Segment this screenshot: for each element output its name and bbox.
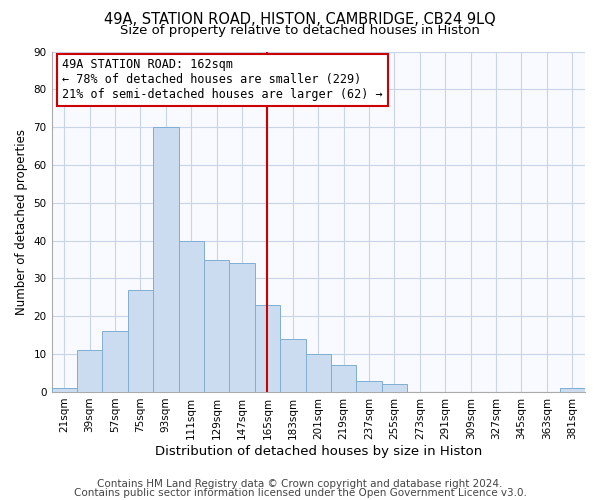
Bar bbox=[255, 305, 280, 392]
Bar bbox=[280, 339, 305, 392]
Bar bbox=[560, 388, 585, 392]
Text: 49A, STATION ROAD, HISTON, CAMBRIDGE, CB24 9LQ: 49A, STATION ROAD, HISTON, CAMBRIDGE, CB… bbox=[104, 12, 496, 28]
Text: Size of property relative to detached houses in Histon: Size of property relative to detached ho… bbox=[120, 24, 480, 37]
X-axis label: Distribution of detached houses by size in Histon: Distribution of detached houses by size … bbox=[155, 444, 482, 458]
Text: Contains HM Land Registry data © Crown copyright and database right 2024.: Contains HM Land Registry data © Crown c… bbox=[97, 479, 503, 489]
Bar bbox=[179, 240, 204, 392]
Bar bbox=[204, 260, 229, 392]
Bar bbox=[77, 350, 103, 392]
Bar bbox=[356, 380, 382, 392]
Y-axis label: Number of detached properties: Number of detached properties bbox=[15, 128, 28, 314]
Bar bbox=[52, 388, 77, 392]
Text: 49A STATION ROAD: 162sqm
← 78% of detached houses are smaller (229)
21% of semi-: 49A STATION ROAD: 162sqm ← 78% of detach… bbox=[62, 58, 383, 102]
Bar bbox=[331, 366, 356, 392]
Bar bbox=[103, 332, 128, 392]
Bar bbox=[305, 354, 331, 392]
Text: Contains public sector information licensed under the Open Government Licence v3: Contains public sector information licen… bbox=[74, 488, 526, 498]
Bar bbox=[128, 290, 153, 392]
Bar bbox=[153, 127, 179, 392]
Bar bbox=[382, 384, 407, 392]
Bar bbox=[229, 264, 255, 392]
